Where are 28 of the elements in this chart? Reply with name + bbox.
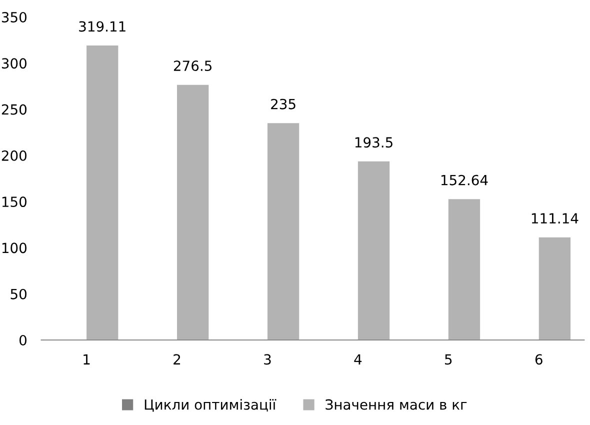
bar — [538, 237, 571, 340]
x-tick-label: 3 — [264, 354, 271, 365]
x-tick-label: 1 — [84, 354, 90, 364]
x-tick-label: 5 — [445, 354, 452, 365]
y-tick-label: 100 — [2, 242, 26, 254]
bar — [448, 199, 480, 340]
y-tick-label: 300 — [2, 58, 26, 69]
y-tick-label: 250 — [2, 104, 26, 115]
bar — [358, 161, 390, 340]
y-tick-label: 50 — [10, 288, 26, 300]
legend-label: Цикли оптимізації — [144, 399, 276, 412]
y-tick-label: 200 — [2, 150, 26, 161]
legend-label: Значення маси в кг — [326, 399, 467, 410]
data-label: 319.11 — [79, 21, 126, 32]
x-tick-label: 4 — [354, 354, 362, 364]
data-label: 276.5 — [174, 60, 212, 72]
x-tick-label: 6 — [535, 354, 542, 365]
bar — [177, 84, 209, 340]
y-tick-label: 150 — [2, 196, 26, 208]
bar — [86, 46, 118, 340]
data-label: 193.5 — [355, 137, 392, 148]
data-label: 111.14 — [532, 213, 578, 224]
y-tick-label: 350 — [2, 12, 26, 22]
data-label: 152.64 — [441, 174, 488, 186]
bar — [267, 123, 300, 340]
data-label: 235 — [271, 98, 296, 110]
x-tick-label: 2 — [174, 354, 180, 364]
y-tick-label: 0 — [19, 334, 26, 346]
